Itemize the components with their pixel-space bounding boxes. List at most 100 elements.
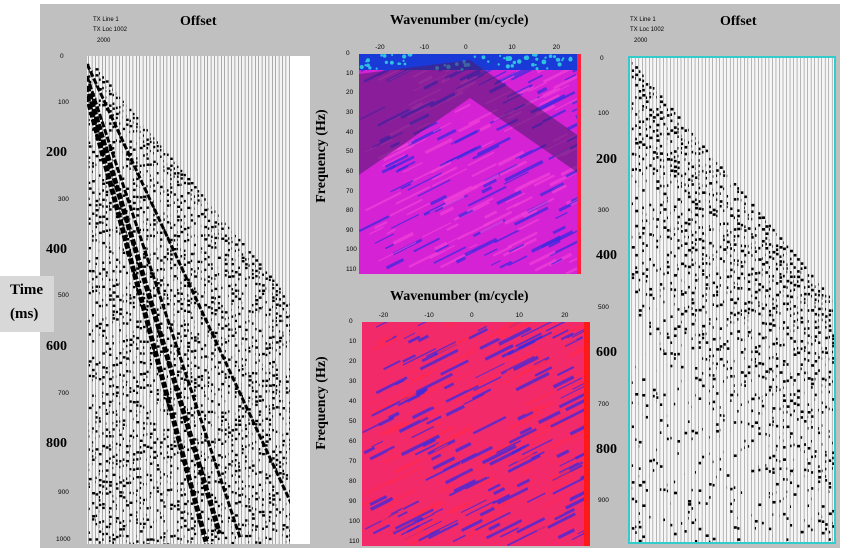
trace (740, 58, 744, 542)
top-fk-spectrum (359, 54, 581, 274)
trace (210, 56, 215, 544)
right-tick-0: 0 (600, 55, 604, 62)
left-header-line: TX Line 1 (93, 17, 119, 23)
trace (112, 56, 116, 544)
trace (656, 58, 660, 542)
top-fk-ytick: 50 (346, 148, 354, 156)
top-fk-ytick: 70 (346, 187, 354, 195)
trace (758, 58, 762, 542)
bottom-fk-ytick: 90 (349, 498, 357, 505)
trace (642, 58, 646, 542)
trace (719, 58, 723, 542)
trace (631, 58, 635, 542)
trace (122, 56, 126, 544)
right-tick-800: 800 (596, 442, 617, 457)
trace (166, 56, 170, 544)
top-fk-xtick: 0 (464, 44, 468, 51)
left-white-strip (290, 56, 310, 544)
bottom-fk-ytick: 40 (349, 398, 357, 405)
trace (754, 58, 758, 542)
bottom-fk-xtick: 10 (515, 312, 523, 319)
top-fk-ytick: 60 (346, 167, 354, 175)
trace (722, 58, 727, 542)
fk-edge-strip (584, 322, 590, 546)
right-tick-500: 500 (598, 304, 609, 311)
trace (190, 56, 194, 544)
trace (775, 58, 780, 542)
bottom-fk-spectrum (362, 322, 590, 546)
bottom-fk-ytick: 100 (349, 518, 360, 525)
left-tick-200: 200 (46, 145, 67, 160)
time-unit-label: (ms) (10, 306, 39, 322)
trace (796, 58, 801, 542)
trace (180, 56, 184, 544)
bottom-fk-ytick: 80 (349, 478, 357, 485)
trace (255, 56, 259, 544)
trace (244, 56, 248, 544)
trace (251, 56, 255, 544)
left-tick-100: 100 (58, 99, 69, 106)
left-tick-1000: 1000 (56, 536, 71, 543)
trace (241, 56, 245, 544)
bottom-fk-ytick: 110 (349, 538, 360, 545)
trace (814, 58, 818, 542)
bottom-fk-ytick: 0 (349, 318, 353, 325)
trace (207, 56, 211, 544)
right-tick-400: 400 (596, 248, 617, 263)
trace (729, 58, 734, 542)
trace (146, 56, 150, 544)
trace (779, 58, 783, 542)
bottom-fk-xtick: -10 (424, 312, 434, 319)
bottom-fk-svg (362, 322, 590, 546)
trace (234, 56, 238, 544)
time-label: Time (10, 282, 44, 298)
event-line (87, 75, 242, 538)
left-header-location: TX Loc 1002 (93, 27, 128, 33)
right-header-line: TX Line 1 (630, 17, 656, 23)
trace (204, 56, 208, 544)
trace (666, 58, 671, 542)
left-seismic-gather (87, 56, 291, 544)
right-tick-300: 300 (598, 207, 609, 214)
top-fk-svg (359, 54, 581, 274)
left-offset-title: Offset (180, 14, 217, 29)
top-fk-xtick: 20 (552, 44, 561, 51)
event-line (87, 95, 209, 543)
left-tick-800: 800 (46, 436, 67, 451)
trace (800, 58, 804, 542)
event-line (87, 63, 291, 504)
bottom-fk-title: Wavenumber (m/cycle) (390, 289, 529, 304)
top-fk-ytick: 30 (346, 108, 354, 116)
trace (227, 56, 232, 544)
trace (645, 58, 649, 542)
trace (282, 56, 286, 544)
trace (231, 56, 235, 544)
top-fk-xtick: -20 (375, 44, 385, 51)
bottom-fk-xtick: 20 (561, 312, 569, 319)
trace (817, 58, 822, 542)
trace (649, 58, 653, 542)
top-fk-ytick: 10 (346, 69, 354, 77)
left-tick-0: 0 (60, 53, 64, 60)
top-fk-ylabel: Frequency (Hz) (314, 109, 329, 203)
trace (261, 56, 266, 544)
trace (694, 58, 699, 542)
right-gather-svg (631, 58, 834, 542)
trace (272, 56, 276, 544)
trace (765, 58, 769, 542)
trace (176, 56, 181, 544)
bottom-fk-ytick: 60 (349, 438, 357, 445)
right-seismic-gather (628, 56, 836, 544)
top-fk-xtick: 10 (508, 44, 516, 51)
bottom-fk-ytick: 70 (349, 458, 357, 465)
trace (768, 58, 773, 542)
trace (670, 58, 674, 542)
trace (258, 56, 262, 544)
right-tick-100: 100 (598, 110, 609, 117)
trace (268, 56, 272, 544)
trace (88, 56, 92, 544)
trace (170, 56, 174, 544)
trace (789, 58, 794, 542)
trace (265, 56, 269, 544)
left-tick-500: 500 (58, 292, 69, 299)
